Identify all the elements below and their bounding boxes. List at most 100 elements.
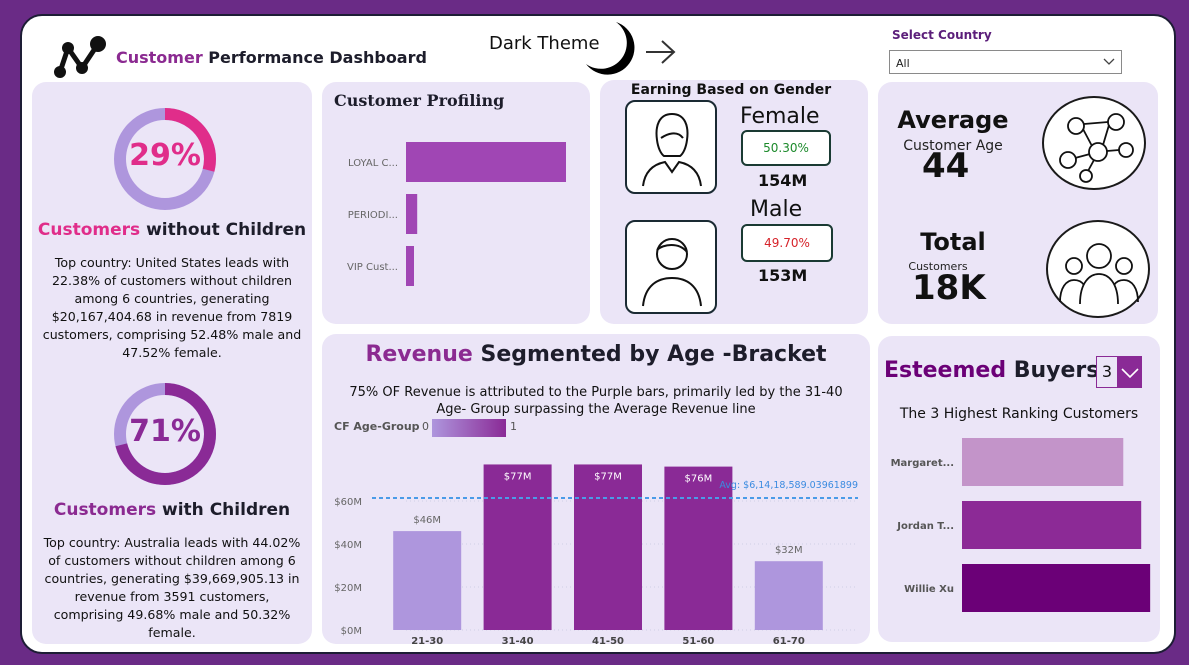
female-amount: 154M [758, 171, 808, 190]
without-children-title: Customers without Children [32, 220, 312, 240]
profiling-title: Customer Profiling [334, 91, 505, 110]
total-customers-value: 18K [912, 268, 986, 308]
revenue-bar[interactable] [574, 464, 642, 630]
revenue-title-rest: Segmented by Age -Bracket [472, 342, 827, 367]
buyer-name-label: Willie Xu [904, 584, 954, 595]
revenue-data-label: $46M [413, 515, 441, 526]
revenue-bar[interactable] [393, 531, 462, 630]
gender-earning-card: Earning Based on Gender Female 50.30% 15… [600, 80, 868, 324]
buyer-name-label: Jordan T... [896, 521, 954, 532]
female-label: Female [740, 104, 820, 129]
revenue-title: Revenue Segmented by Age -Bracket [322, 342, 870, 367]
y-tick-label: $40M [334, 540, 362, 551]
esteemed-buyers-card: Esteemed Buyers 3 The 3 Highest Ranking … [878, 336, 1160, 642]
country-select[interactable]: All [889, 50, 1122, 74]
y-tick-label: $60M [334, 497, 362, 508]
without-children-percent: 29% [129, 138, 201, 173]
y-tick-label: $0M [341, 626, 362, 637]
without-children-donut [114, 108, 216, 210]
buyers-title-accent: Esteemed [884, 358, 1007, 383]
with-children-description: Top country: Australia leads with 44.02%… [43, 535, 301, 640]
buyers-title: Esteemed Buyers [884, 358, 1099, 383]
chevron-down-icon [1103, 58, 1115, 65]
with-children-title: Customers with Children [32, 500, 312, 520]
revenue-title-accent: Revenue [365, 342, 473, 367]
buyer-bar[interactable] [962, 564, 1151, 612]
male-user-icon [642, 238, 702, 307]
page-title: Customer Performance Dashboard [116, 48, 427, 67]
buyer-name-label: Margaret... [891, 458, 954, 469]
average-line-label: Avg: $6,14,18,589.03961899 [719, 480, 858, 491]
x-tick-label: 41-50 [592, 636, 624, 644]
revenue-data-label: $77M [594, 471, 622, 482]
gender-title: Earning Based on Gender [630, 82, 832, 98]
revenue-data-label: $32M [775, 545, 803, 556]
children-card: 29% Customers without Children Top count… [32, 82, 312, 644]
network-logo-icon [54, 36, 106, 78]
profiling-bar[interactable] [406, 246, 414, 286]
with-children-donut [114, 383, 216, 485]
legend-max: 1 [510, 420, 517, 433]
customer-network-icon [1042, 96, 1146, 190]
arrow-right-icon[interactable] [644, 38, 678, 66]
topn-value: 3 [1097, 357, 1117, 387]
x-tick-label: 61-70 [773, 636, 805, 644]
customer-profiling-card: Customer Profiling LOYAL C... PERIODI... V… [322, 82, 590, 324]
revenue-bar-chart: $0M $20M $40M $60M $46M 21-30 $77M 31-40 $77M 41-… [334, 464, 858, 644]
title-rest: Performance Dashboard [202, 48, 427, 67]
title-accent: Customer [116, 48, 203, 67]
age-sublabel: Customer Age [903, 138, 1003, 154]
without-children-description: Top country: United States leads with 22… [42, 255, 302, 360]
moon-icon[interactable] [582, 18, 636, 78]
male-amount: 153M [758, 266, 808, 285]
revenue-data-label: $77M [504, 471, 532, 482]
topn-chevron-down-icon [1121, 368, 1139, 379]
age-total-card: Average Customer Age 44 Total Customers … [878, 82, 1158, 324]
buyers-bar-chart: Margaret... Jordan T... Willie Xu [891, 438, 1151, 612]
legend-gradient [432, 419, 506, 437]
x-tick-label: 21-30 [411, 636, 443, 644]
profiling-category-label: VIP Cust... [347, 262, 398, 273]
average-label: Average [897, 106, 1009, 134]
revenue-age-card: Revenue Segmented by Age -Bracket 75% OF… [322, 334, 870, 644]
male-avatar-box [625, 220, 717, 314]
topn-select[interactable]: 3 [1096, 356, 1142, 388]
legend-label: CF Age-Group [334, 420, 420, 433]
x-tick-label: 51-60 [682, 636, 714, 644]
buyers-title-rest: Buyers [1006, 358, 1100, 383]
y-tick-label: $20M [334, 583, 362, 594]
profiling-category-label: PERIODI... [348, 210, 398, 221]
revenue-bar[interactable] [754, 561, 823, 630]
with-children-title-accent: Customers [53, 500, 157, 520]
female-user-icon [642, 112, 702, 187]
select-country-label: Select Country [892, 28, 992, 42]
with-children-percent: 71% [129, 414, 201, 449]
profiling-bar[interactable] [406, 142, 566, 182]
revenue-bar[interactable] [483, 464, 552, 630]
profiling-bar[interactable] [406, 194, 418, 234]
legend-min: 0 [422, 420, 429, 433]
without-children-title-rest: without Children [140, 220, 307, 240]
without-children-title-accent: Customers [37, 220, 141, 240]
x-tick-label: 31-40 [502, 636, 534, 644]
buyers-subtitle: The 3 Highest Ranking Customers [899, 406, 1139, 422]
male-percent: 49.70% [741, 224, 833, 262]
male-label: Male [750, 197, 803, 222]
theme-toggle-label[interactable]: Dark Theme [489, 33, 600, 54]
with-children-title-rest: with Children [156, 500, 291, 520]
average-age-value: 44 [922, 146, 970, 186]
country-select-value: All [896, 57, 910, 70]
revenue-data-label: $76M [685, 474, 713, 485]
buyer-bar[interactable] [962, 501, 1142, 549]
total-sublabel: Customers [908, 260, 968, 273]
buyer-bar[interactable] [962, 438, 1124, 486]
revenue-bar[interactable] [664, 466, 733, 630]
revenue-subtitle: 75% OF Revenue is attributed to the Purp… [349, 385, 843, 417]
dashboard-frame: Customer Performance Dashboard Dark Them… [20, 14, 1176, 654]
female-percent: 50.30% [741, 130, 831, 166]
total-label: Total [920, 228, 986, 256]
customers-group-icon [1046, 220, 1150, 318]
profiling-bar-chart: LOYAL C... PERIODI... VIP Cust... [347, 142, 566, 286]
profiling-category-label: LOYAL C... [348, 158, 398, 169]
female-avatar-box [625, 100, 717, 194]
